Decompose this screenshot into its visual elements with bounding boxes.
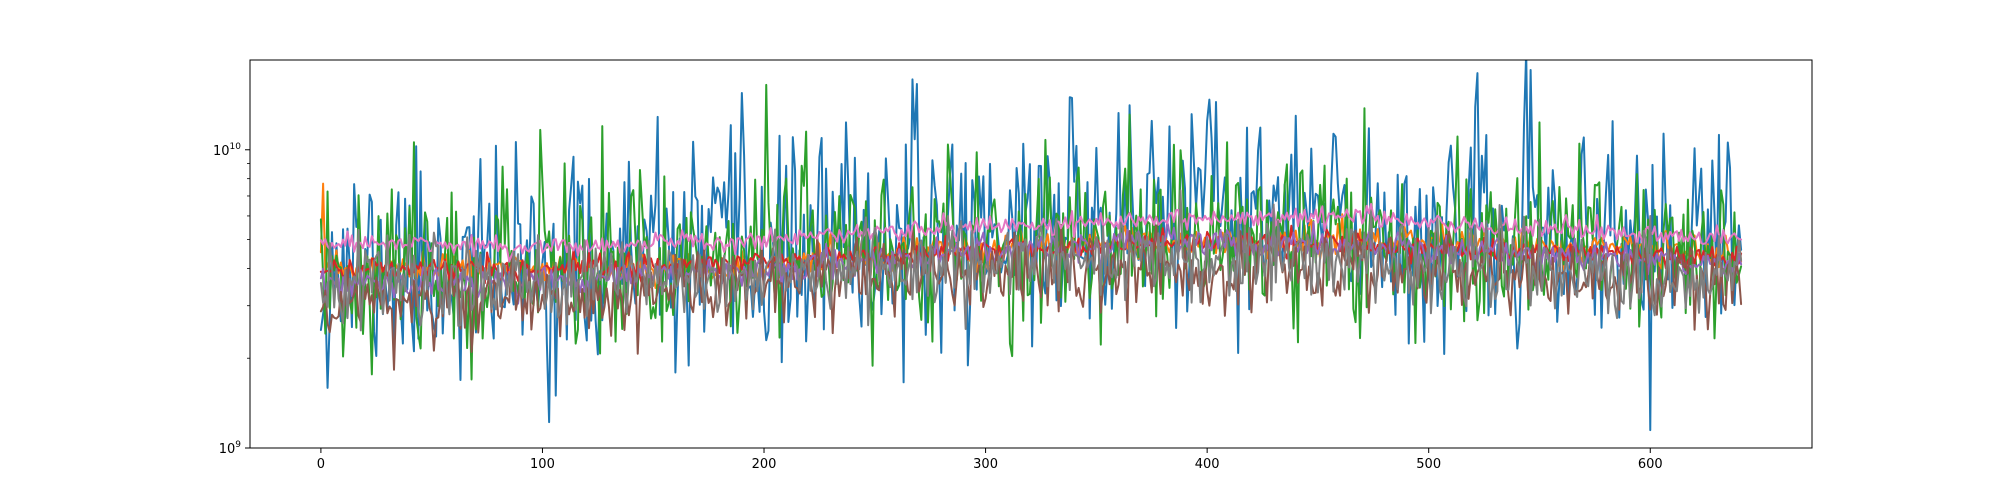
- x-tick-label: 300: [973, 457, 998, 472]
- series-line-4: [319, 224, 1743, 286]
- x-tick-label: 400: [1195, 457, 1220, 472]
- y-axis: 109 1010: [213, 142, 250, 457]
- x-tick-label: 100: [530, 457, 555, 472]
- x-tick-label: 600: [1638, 457, 1663, 472]
- y-tick-label: 109: [219, 440, 242, 457]
- y-tick-label: 1010: [213, 142, 241, 159]
- x-tick-label: 500: [1416, 457, 1441, 472]
- plot-frame: [249, 59, 1813, 449]
- x-tick-label: 200: [752, 457, 777, 472]
- series-layer: [319, 60, 1743, 432]
- series-line-7: [319, 202, 1743, 263]
- x-axis: 0 100 200 300 400 500 600: [317, 448, 1663, 472]
- x-tick-label: 0: [317, 457, 325, 472]
- series-line-8: [319, 189, 1743, 332]
